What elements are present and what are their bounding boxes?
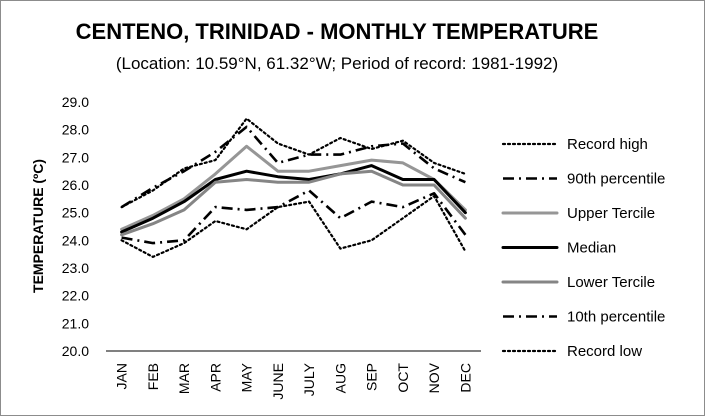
y-axis-label: TEMPERATURE (ºC)	[30, 159, 46, 293]
y-tick-labels: 20.0 21.0 22.0 23.0 24.0 25.0 26.0 27.0 28.0 29.0	[62, 94, 89, 359]
legend-label: Lower Tercile	[567, 274, 655, 291]
y-tick-label: 25.0	[62, 205, 89, 221]
y-tick-label: 24.0	[62, 232, 89, 248]
legend-label: 10th percentile	[567, 309, 665, 326]
series-line	[121, 189, 467, 245]
x-tick-labels: JAN FEB MAR APR MAY JUNE JULY AUG SEP OCT NOV DEC	[114, 362, 474, 399]
x-tick-label: JULY	[301, 362, 317, 396]
series-line	[120, 117, 467, 209]
chart-title: CENTENO, TRINIDAD - MONTHLY TEMPERATURE	[76, 19, 599, 44]
series-line	[120, 195, 467, 258]
x-tick-label: MAR	[176, 363, 192, 394]
x-tick-label: SEP	[364, 363, 380, 391]
y-tick-label: 21.0	[62, 315, 89, 331]
y-tick-label: 20.0	[62, 343, 89, 359]
x-tick-label: JAN	[114, 363, 130, 389]
x-tick-label: DEC	[457, 363, 473, 393]
series-lines	[120, 117, 467, 258]
y-tick-label: 22.0	[62, 288, 89, 304]
y-tick-label: 28.0	[62, 122, 89, 138]
legend: Record high 90th percentile Upper Tercile M…	[501, 136, 665, 360]
x-tick-label: OCT	[395, 363, 411, 393]
legend-label: Median	[567, 240, 616, 257]
x-tick-label: FEB	[145, 363, 161, 390]
x-tick-label: MAY	[239, 362, 255, 392]
series-line	[120, 164, 467, 234]
series-line	[120, 125, 466, 209]
legend-label: 90th percentile	[567, 171, 665, 188]
chart-subtitle: (Location: 10.59°N, 61.32°W; Period of r…	[116, 54, 558, 73]
x-tick-label: JUNE	[270, 363, 286, 400]
y-tick-label: 27.0	[62, 149, 89, 165]
y-tick-label: 29.0	[62, 94, 89, 110]
x-tick-label: AUG	[332, 363, 348, 393]
legend-label: Record high	[567, 136, 648, 153]
series-line	[120, 169, 467, 237]
legend-label: Upper Tercile	[567, 205, 655, 222]
x-tick-label: NOV	[426, 362, 442, 393]
y-tick-label: 26.0	[62, 177, 89, 193]
series-line	[120, 144, 467, 231]
y-tick-label: 23.0	[62, 260, 89, 276]
legend-label: Record low	[567, 343, 642, 360]
x-tick-label: APR	[207, 363, 223, 392]
